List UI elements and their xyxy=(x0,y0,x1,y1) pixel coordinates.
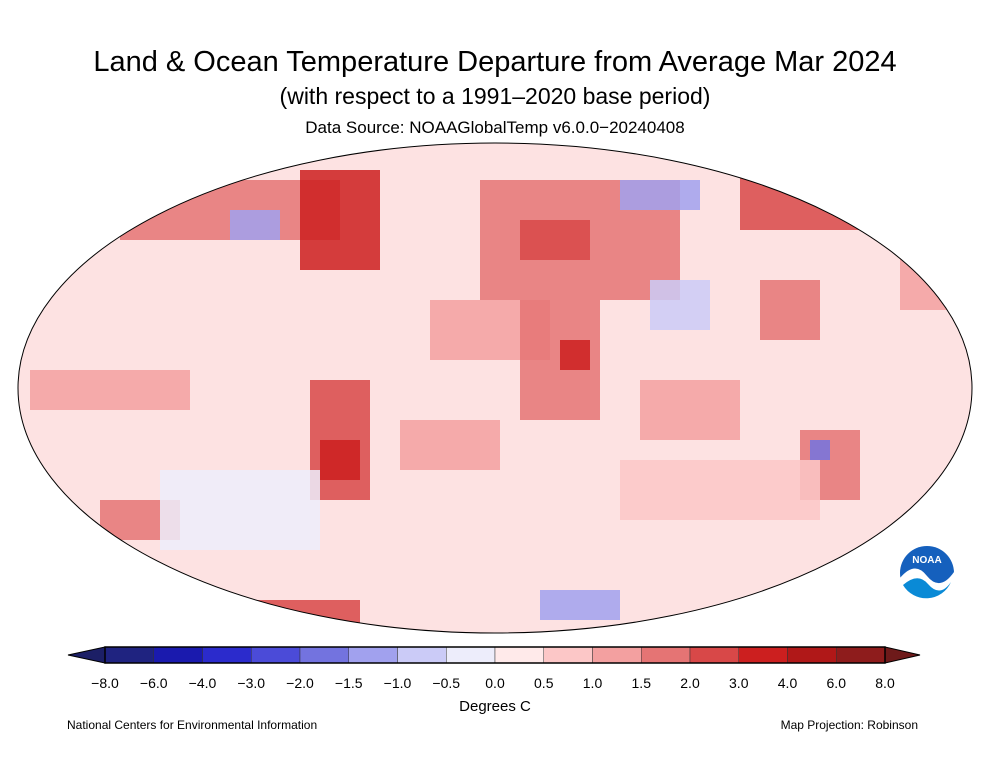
map-outline xyxy=(17,142,973,634)
anomaly-region xyxy=(160,470,320,550)
anomaly-region xyxy=(640,380,740,440)
legend-tick: 0.0 xyxy=(485,675,505,691)
legend-tick: −3.0 xyxy=(237,675,266,691)
legend-under-arrow xyxy=(67,646,106,664)
legend-bin xyxy=(397,646,447,664)
legend-tick: 2.0 xyxy=(680,675,700,691)
legend-bin xyxy=(641,646,691,664)
legend-tick: 3.0 xyxy=(729,675,749,691)
data-source: Data Source: NOAAGlobalTemp v6.0.0−20240… xyxy=(305,118,685,137)
legend-bin xyxy=(787,646,837,664)
anomaly-region xyxy=(650,280,710,330)
anomaly-region xyxy=(230,210,280,240)
legend-tick: 0.5 xyxy=(534,675,554,691)
legend-tick: −2.0 xyxy=(286,675,314,691)
anomaly-region xyxy=(520,220,590,260)
anomaly-region xyxy=(300,170,380,270)
legend-bin xyxy=(738,646,788,664)
legend-bin xyxy=(153,646,203,664)
legend-bin xyxy=(251,646,301,664)
anomaly-region xyxy=(900,250,972,310)
legend-bin xyxy=(543,646,593,664)
legend-tick: −1.5 xyxy=(334,675,363,691)
legend-tick: 4.0 xyxy=(777,675,798,691)
legend-bin xyxy=(689,646,739,664)
legend-tick: −6.0 xyxy=(139,675,168,691)
legend-tick: −1.0 xyxy=(383,675,412,691)
anomaly-region xyxy=(620,180,700,210)
legend-tick: −0.5 xyxy=(432,675,461,691)
color-legend xyxy=(67,646,921,664)
map-subtitle: (with respect to a 1991–2020 base period… xyxy=(279,83,711,109)
anomaly-region xyxy=(400,420,500,470)
legend-bin xyxy=(446,646,496,664)
legend-over-arrow xyxy=(884,646,921,664)
legend-bin xyxy=(592,646,642,664)
anomaly-region xyxy=(200,600,360,630)
footer-projection: Map Projection: Robinson xyxy=(780,718,918,732)
legend-bin xyxy=(836,646,886,664)
legend-tick: 8.0 xyxy=(875,675,895,691)
svg-text:NOAA: NOAA xyxy=(912,555,941,566)
legend-bin xyxy=(348,646,398,664)
legend-tick: 6.0 xyxy=(826,675,846,691)
anomaly-region xyxy=(540,590,620,620)
legend-bin xyxy=(494,646,544,664)
footer-credit: National Centers for Environmental Infor… xyxy=(67,718,318,732)
anomaly-region xyxy=(810,440,830,460)
map-title: Land & Ocean Temperature Departure from … xyxy=(93,46,897,78)
legend-tick: −4.0 xyxy=(188,675,217,691)
anomaly-region xyxy=(620,460,820,520)
legend-frame xyxy=(104,646,886,664)
legend-tick: 1.5 xyxy=(631,675,651,691)
legend-bin xyxy=(104,646,154,664)
anomaly-field xyxy=(18,143,972,633)
anomaly-region xyxy=(760,280,820,340)
legend-tick: 1.0 xyxy=(582,675,603,691)
noaa-logo: NOAA xyxy=(900,546,955,603)
anomaly-region xyxy=(30,370,190,410)
anomaly-region xyxy=(320,440,360,480)
legend-tick: −8.0 xyxy=(91,675,119,691)
legend-bin xyxy=(202,646,252,664)
anomaly-region xyxy=(560,340,590,370)
legend-bin xyxy=(299,646,349,664)
legend-units: Degrees C xyxy=(459,698,531,715)
